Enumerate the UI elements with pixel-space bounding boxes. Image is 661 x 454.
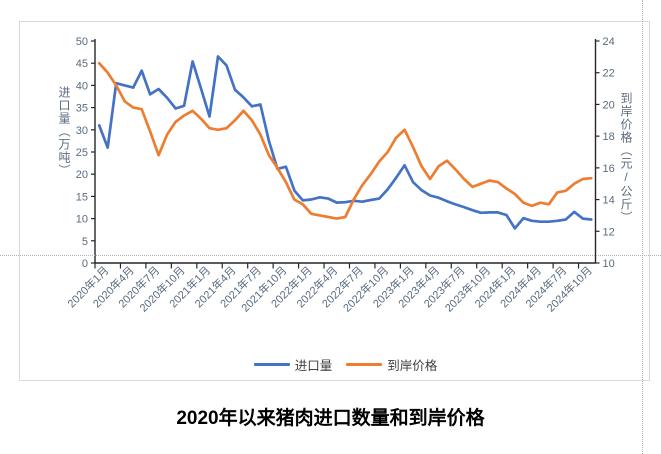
left-axis-tick-label: 20 — [76, 169, 88, 181]
left-axis-tick-label: 5 — [82, 236, 88, 248]
legend-item-cif-price: 到岸价格 — [346, 355, 437, 374]
right-axis-tick-label: 24 — [603, 36, 615, 48]
import-volume-line-swatch — [253, 362, 290, 366]
legend-item-import-volume: 进口量 — [253, 355, 333, 374]
left-axis-tick-label: 50 — [76, 36, 88, 48]
left-axis-tick-label: 0 — [82, 258, 88, 270]
left-axis-tick-label: 25 — [76, 147, 88, 159]
right-axis-tick-label: 20 — [603, 99, 615, 111]
right-axis-tick-label: 10 — [603, 258, 615, 270]
left-axis-tick-label: 40 — [76, 80, 88, 92]
legend-label-cif-price: 到岸价格 — [387, 358, 438, 373]
cif-price-line — [97, 61, 593, 220]
left-axis-tick-label: 10 — [76, 214, 88, 226]
left-axis-tick-label: 45 — [76, 58, 88, 70]
chart-frame — [19, 21, 650, 381]
table-cell-dotted-border-vertical — [642, 0, 643, 454]
left-axis-tick-label: 30 — [76, 125, 88, 137]
right-axis-tick-label: 18 — [603, 131, 615, 143]
import-volume-line — [97, 55, 593, 230]
table-cell-dotted-border-horizontal — [0, 255, 661, 256]
legend-label-import-volume: 进口量 — [294, 358, 333, 373]
chart-title: 2020年以来猪肉进口数量和到岸价格 — [176, 408, 485, 429]
right-axis-tick-label: 12 — [603, 226, 615, 238]
left-axis-title: 进口量（万吨） — [57, 86, 71, 177]
right-axis-title: 到岸价格（元/公斤） — [619, 92, 633, 224]
left-axis-tick-label: 35 — [76, 103, 88, 115]
left-axis-tick-label: 15 — [76, 191, 88, 203]
right-axis-tick-label: 14 — [603, 195, 615, 207]
right-axis-tick-label: 16 — [603, 163, 615, 175]
right-axis-tick-label: 22 — [603, 68, 615, 80]
cif-price-line-swatch — [346, 362, 383, 366]
chart-legend: 进口量 到岸价格 — [95, 354, 596, 374]
